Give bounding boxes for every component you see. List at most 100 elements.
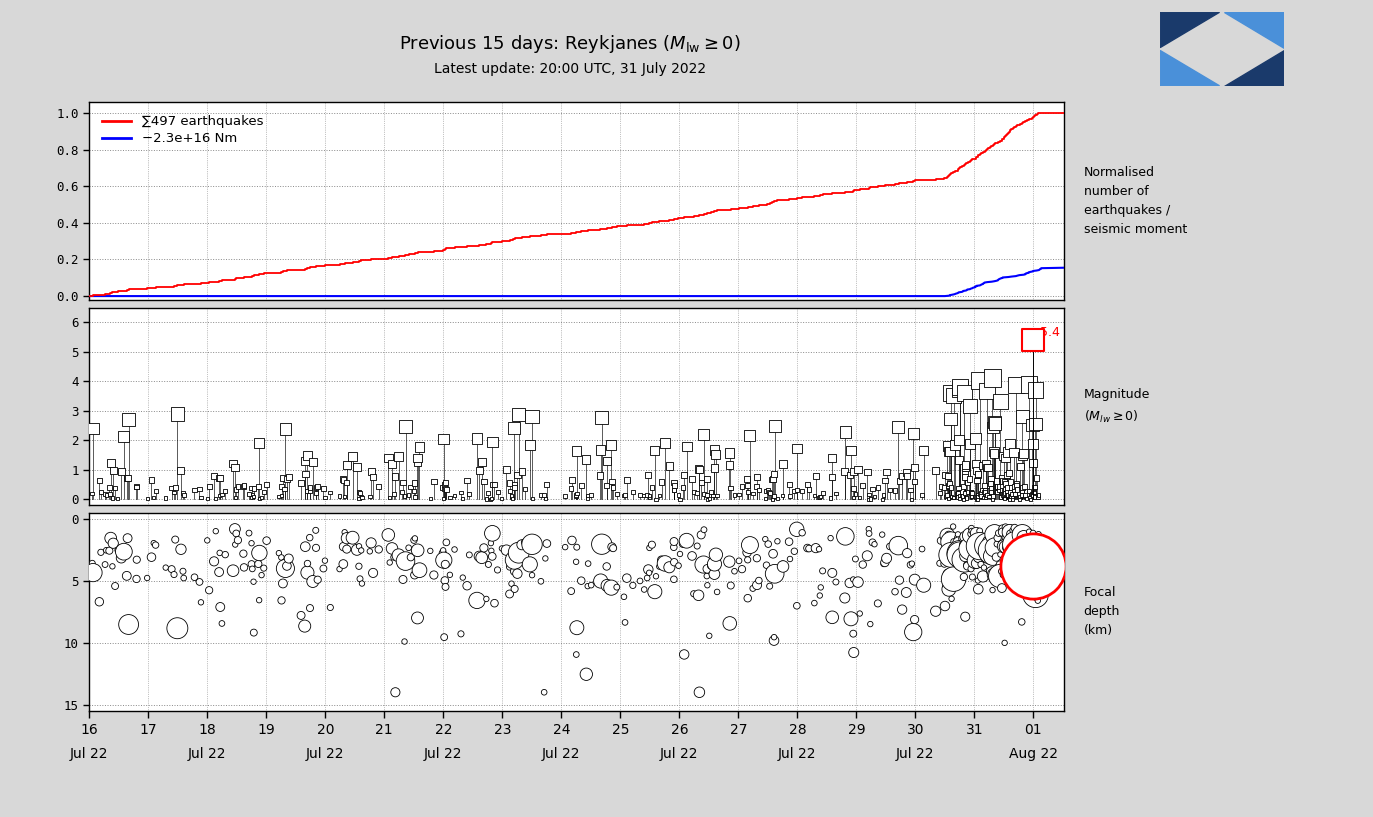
Point bbox=[994, 483, 1016, 496]
Point bbox=[976, 489, 998, 502]
Text: Magnitude
($M_{lw} \geq 0$): Magnitude ($M_{lw} \geq 0$) bbox=[1083, 388, 1151, 425]
Point bbox=[772, 489, 794, 502]
Point bbox=[903, 613, 925, 626]
Point bbox=[590, 444, 612, 457]
Point bbox=[766, 535, 788, 548]
Point bbox=[644, 585, 666, 598]
Point bbox=[636, 571, 658, 584]
Point bbox=[336, 475, 358, 489]
Point bbox=[803, 596, 825, 609]
Point bbox=[1005, 479, 1027, 492]
Point bbox=[902, 426, 924, 440]
Point bbox=[936, 489, 958, 502]
Point bbox=[95, 488, 117, 501]
Point bbox=[270, 551, 292, 564]
Point bbox=[986, 475, 1008, 488]
Point bbox=[946, 531, 968, 544]
Point bbox=[155, 492, 177, 505]
Point bbox=[696, 578, 718, 592]
Point bbox=[857, 549, 879, 562]
Point bbox=[746, 471, 768, 484]
Point bbox=[659, 460, 681, 473]
Point bbox=[1004, 488, 1026, 501]
Point bbox=[778, 552, 800, 565]
Point bbox=[450, 627, 472, 641]
Point bbox=[616, 473, 638, 486]
Point bbox=[938, 577, 960, 590]
Point bbox=[969, 539, 991, 552]
Point bbox=[238, 527, 259, 540]
Point bbox=[533, 685, 555, 699]
Point bbox=[272, 471, 294, 484]
Point bbox=[968, 551, 990, 565]
Point bbox=[696, 493, 718, 506]
Text: Jul 22: Jul 22 bbox=[542, 747, 581, 761]
Point bbox=[268, 490, 290, 503]
Point bbox=[954, 548, 976, 561]
Point bbox=[1002, 548, 1024, 561]
Point bbox=[748, 574, 770, 587]
Point bbox=[496, 543, 518, 556]
Point bbox=[980, 565, 1002, 578]
Point bbox=[997, 489, 1019, 502]
Point bbox=[314, 491, 336, 504]
Point bbox=[835, 426, 857, 439]
Point bbox=[406, 611, 428, 624]
Point bbox=[214, 484, 236, 498]
Point bbox=[990, 490, 1012, 503]
Point bbox=[242, 562, 264, 575]
Point bbox=[432, 547, 454, 560]
Point bbox=[603, 542, 625, 555]
Point bbox=[941, 481, 962, 494]
Point bbox=[99, 481, 121, 494]
Point bbox=[350, 490, 372, 503]
Point bbox=[810, 490, 832, 503]
Point bbox=[851, 558, 873, 571]
Point bbox=[81, 487, 103, 500]
Point bbox=[387, 450, 409, 463]
Point bbox=[953, 570, 975, 583]
Point bbox=[994, 567, 1016, 580]
Point bbox=[888, 475, 910, 488]
Point bbox=[682, 486, 704, 499]
Point bbox=[402, 484, 424, 498]
Point bbox=[994, 636, 1016, 650]
Point bbox=[468, 464, 490, 477]
Point bbox=[107, 492, 129, 505]
Point bbox=[954, 461, 976, 474]
Point bbox=[1022, 437, 1043, 450]
Point bbox=[347, 540, 369, 553]
Point bbox=[520, 538, 542, 551]
Point bbox=[143, 491, 165, 504]
Point bbox=[1027, 489, 1049, 502]
Point bbox=[991, 479, 1013, 492]
Point bbox=[475, 592, 497, 605]
Point bbox=[938, 480, 960, 493]
Point bbox=[104, 482, 126, 495]
Point bbox=[577, 492, 599, 505]
Point bbox=[969, 488, 991, 501]
Point bbox=[998, 534, 1020, 547]
Point bbox=[638, 490, 660, 503]
Point bbox=[998, 492, 1020, 505]
Point bbox=[622, 485, 644, 498]
Point bbox=[973, 552, 995, 565]
Point bbox=[443, 543, 465, 556]
Point bbox=[965, 458, 987, 471]
Point bbox=[998, 569, 1020, 582]
Point bbox=[225, 527, 247, 540]
Point bbox=[991, 565, 1013, 578]
Point bbox=[928, 486, 950, 499]
Point bbox=[100, 532, 122, 545]
Point bbox=[247, 480, 269, 493]
Point bbox=[954, 610, 976, 623]
Point bbox=[696, 562, 718, 575]
Point bbox=[825, 575, 847, 588]
Point bbox=[358, 545, 380, 558]
Text: Jul 22: Jul 22 bbox=[424, 747, 463, 761]
Point bbox=[209, 471, 231, 484]
Point bbox=[849, 607, 870, 620]
Point bbox=[971, 484, 993, 497]
Point bbox=[986, 485, 1008, 498]
Point bbox=[368, 480, 390, 493]
